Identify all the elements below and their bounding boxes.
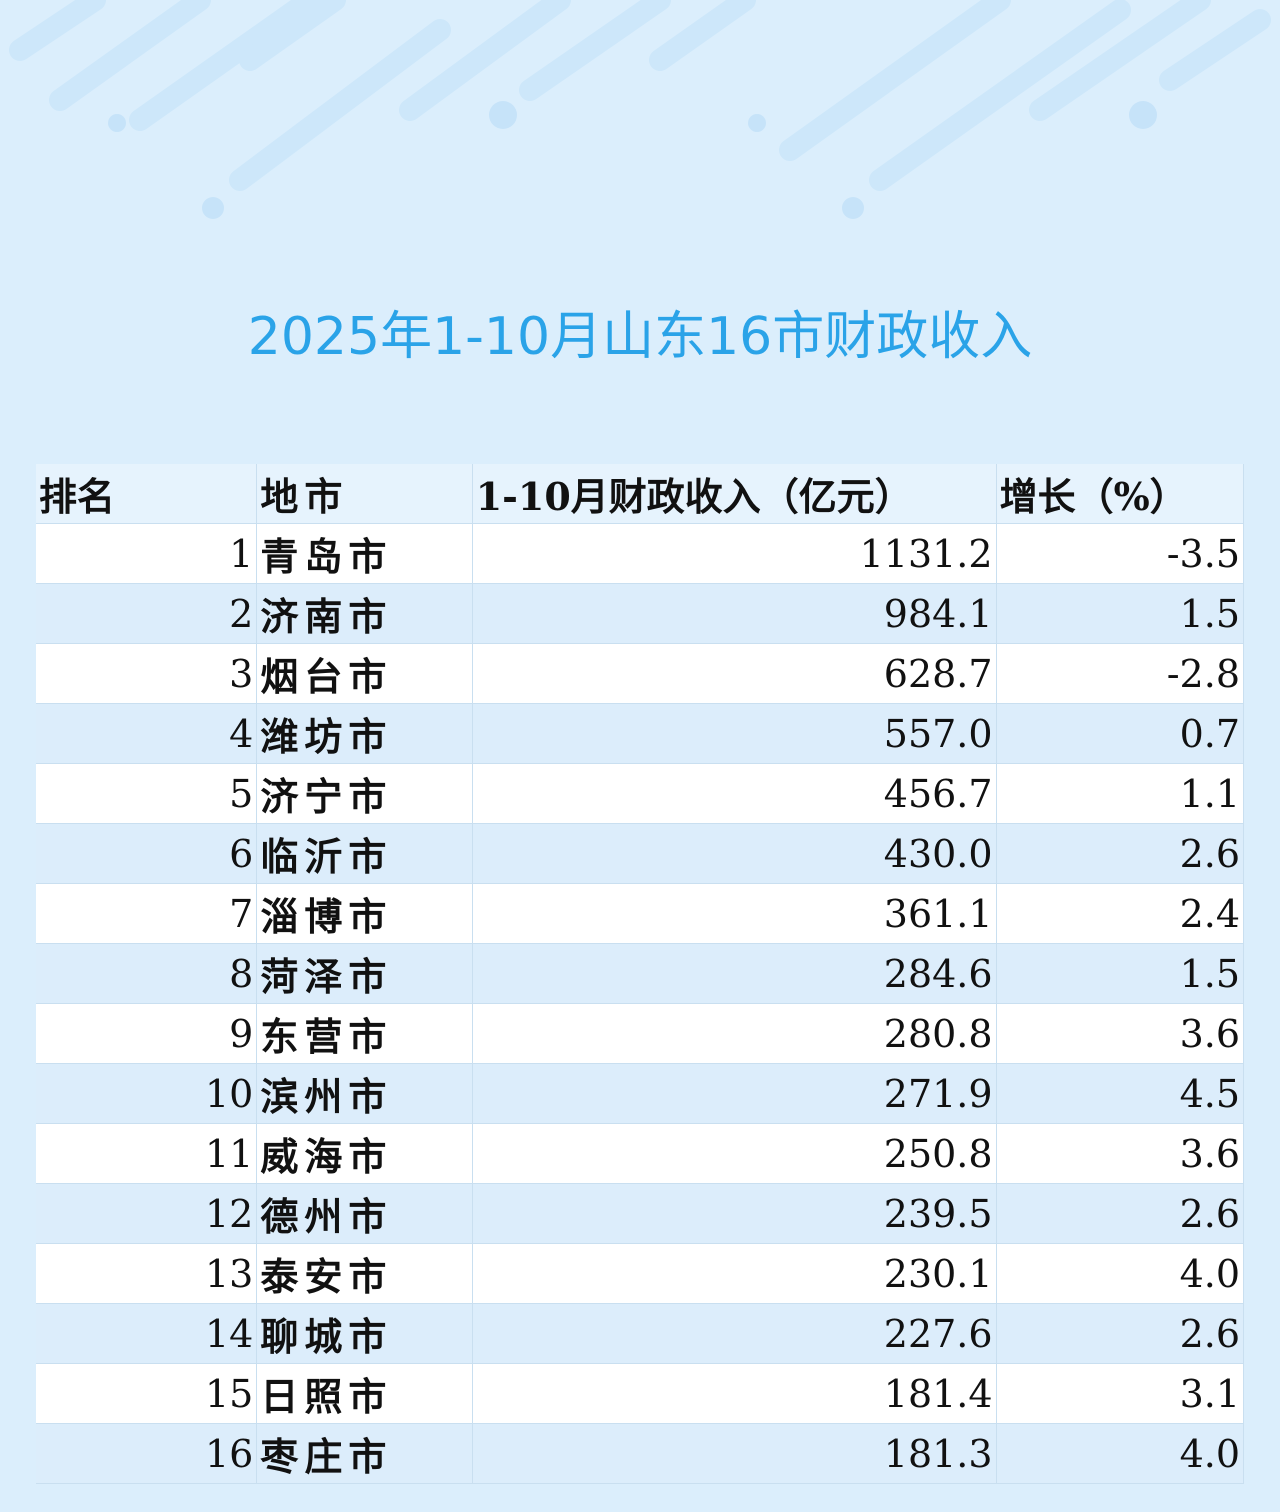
rank-cell: 7 <box>36 883 258 944</box>
revenue-cell: 230.1 <box>472 1243 997 1304</box>
city-cell: 威海市 <box>256 1123 473 1184</box>
revenue-cell: 227.6 <box>472 1303 997 1364</box>
revenue-cell: 239.5 <box>472 1183 997 1244</box>
revenue-cell: 1131.2 <box>472 523 997 584</box>
table-row: 2 济南市 984.1 1.5 <box>36 583 1245 644</box>
table-row: 8 菏泽市 284.6 1.5 <box>36 943 1245 1004</box>
growth-cell: 2.6 <box>996 823 1245 884</box>
growth-cell: 4.0 <box>996 1243 1245 1304</box>
revenue-table: 排名 地市 1-10月财政收入（亿元） 增长（%） 1 青岛市 1131.2 -… <box>36 464 1245 1484</box>
rank-cell: 5 <box>36 763 258 824</box>
page-title: 2025年1-10月山东16市财政收入 <box>247 306 1033 367</box>
growth-cell: 2.6 <box>996 1303 1245 1364</box>
rank-cell: 9 <box>36 1003 258 1064</box>
city-cell: 烟台市 <box>256 643 473 704</box>
rank-cell: 13 <box>36 1243 258 1304</box>
table-row: 13 泰安市 230.1 4.0 <box>36 1243 1245 1304</box>
revenue-cell: 456.7 <box>472 763 997 824</box>
revenue-cell: 181.4 <box>472 1363 997 1424</box>
growth-cell: 3.6 <box>996 1003 1245 1064</box>
growth-cell: 0.7 <box>996 703 1245 764</box>
table-row: 1 青岛市 1131.2 -3.5 <box>36 523 1245 584</box>
table-row: 9 东营市 280.8 3.6 <box>36 1003 1245 1064</box>
table-row: 3 烟台市 628.7 -2.8 <box>36 643 1245 704</box>
rank-cell: 8 <box>36 943 258 1004</box>
header-rank: 排名 <box>36 464 258 524</box>
table-row: 16 枣庄市 181.3 4.0 <box>36 1423 1245 1484</box>
rank-cell: 11 <box>36 1123 258 1184</box>
rank-cell: 15 <box>36 1363 258 1424</box>
city-cell: 淄博市 <box>256 883 473 944</box>
revenue-cell: 430.0 <box>472 823 997 884</box>
rank-cell: 12 <box>36 1183 258 1244</box>
rank-cell: 6 <box>36 823 258 884</box>
city-cell: 滨州市 <box>256 1063 473 1124</box>
city-cell: 聊城市 <box>256 1303 473 1364</box>
header-city: 地市 <box>256 464 473 524</box>
growth-cell: 2.6 <box>996 1183 1245 1244</box>
growth-cell: 1.5 <box>996 943 1245 1004</box>
table-row: 6 临沂市 430.0 2.6 <box>36 823 1245 884</box>
revenue-cell: 628.7 <box>472 643 997 704</box>
city-cell: 潍坊市 <box>256 703 473 764</box>
rank-cell: 2 <box>36 583 258 644</box>
rank-cell: 1 <box>36 523 258 584</box>
city-cell: 日照市 <box>256 1363 473 1424</box>
growth-cell: -3.5 <box>996 523 1245 584</box>
table-row: 14 聊城市 227.6 2.6 <box>36 1303 1245 1364</box>
revenue-cell: 284.6 <box>472 943 997 1004</box>
revenue-cell: 361.1 <box>472 883 997 944</box>
rank-cell: 10 <box>36 1063 258 1124</box>
table-row: 10 滨州市 271.9 4.5 <box>36 1063 1245 1124</box>
city-cell: 枣庄市 <box>256 1423 473 1484</box>
rank-cell: 4 <box>36 703 258 764</box>
growth-cell: 4.5 <box>996 1063 1245 1124</box>
table-row: 4 潍坊市 557.0 0.7 <box>36 703 1245 764</box>
table-row: 7 淄博市 361.1 2.4 <box>36 883 1245 944</box>
growth-cell: 1.5 <box>996 583 1245 644</box>
city-cell: 青岛市 <box>256 523 473 584</box>
background-decoration <box>9 0 1271 219</box>
city-cell: 济南市 <box>256 583 473 644</box>
header-growth: 增长（%） <box>996 464 1245 524</box>
table-row: 12 德州市 239.5 2.6 <box>36 1183 1245 1244</box>
city-cell: 临沂市 <box>256 823 473 884</box>
growth-cell: 3.6 <box>996 1123 1245 1184</box>
rank-cell: 3 <box>36 643 258 704</box>
revenue-cell: 557.0 <box>472 703 997 764</box>
growth-cell: 4.0 <box>996 1423 1245 1484</box>
rank-cell: 16 <box>36 1423 258 1484</box>
growth-cell: 1.1 <box>996 763 1245 824</box>
rank-cell: 14 <box>36 1303 258 1364</box>
growth-cell: 3.1 <box>996 1363 1245 1424</box>
revenue-cell: 280.8 <box>472 1003 997 1064</box>
table-header-row: 排名 地市 1-10月财政收入（亿元） 增长（%） <box>36 464 1245 524</box>
city-cell: 济宁市 <box>256 763 473 824</box>
city-cell: 菏泽市 <box>256 943 473 1004</box>
growth-cell: 2.4 <box>996 883 1245 944</box>
table-row: 5 济宁市 456.7 1.1 <box>36 763 1245 824</box>
growth-cell: -2.8 <box>996 643 1245 704</box>
revenue-cell: 181.3 <box>472 1423 997 1484</box>
revenue-cell: 271.9 <box>472 1063 997 1124</box>
city-cell: 德州市 <box>256 1183 473 1244</box>
revenue-cell: 984.1 <box>472 583 997 644</box>
revenue-cell: 250.8 <box>472 1123 997 1184</box>
city-cell: 泰安市 <box>256 1243 473 1304</box>
header-revenue: 1-10月财政收入（亿元） <box>472 464 997 524</box>
city-cell: 东营市 <box>256 1003 473 1064</box>
table-row: 11 威海市 250.8 3.6 <box>36 1123 1245 1184</box>
table-row: 15 日照市 181.4 3.1 <box>36 1363 1245 1424</box>
